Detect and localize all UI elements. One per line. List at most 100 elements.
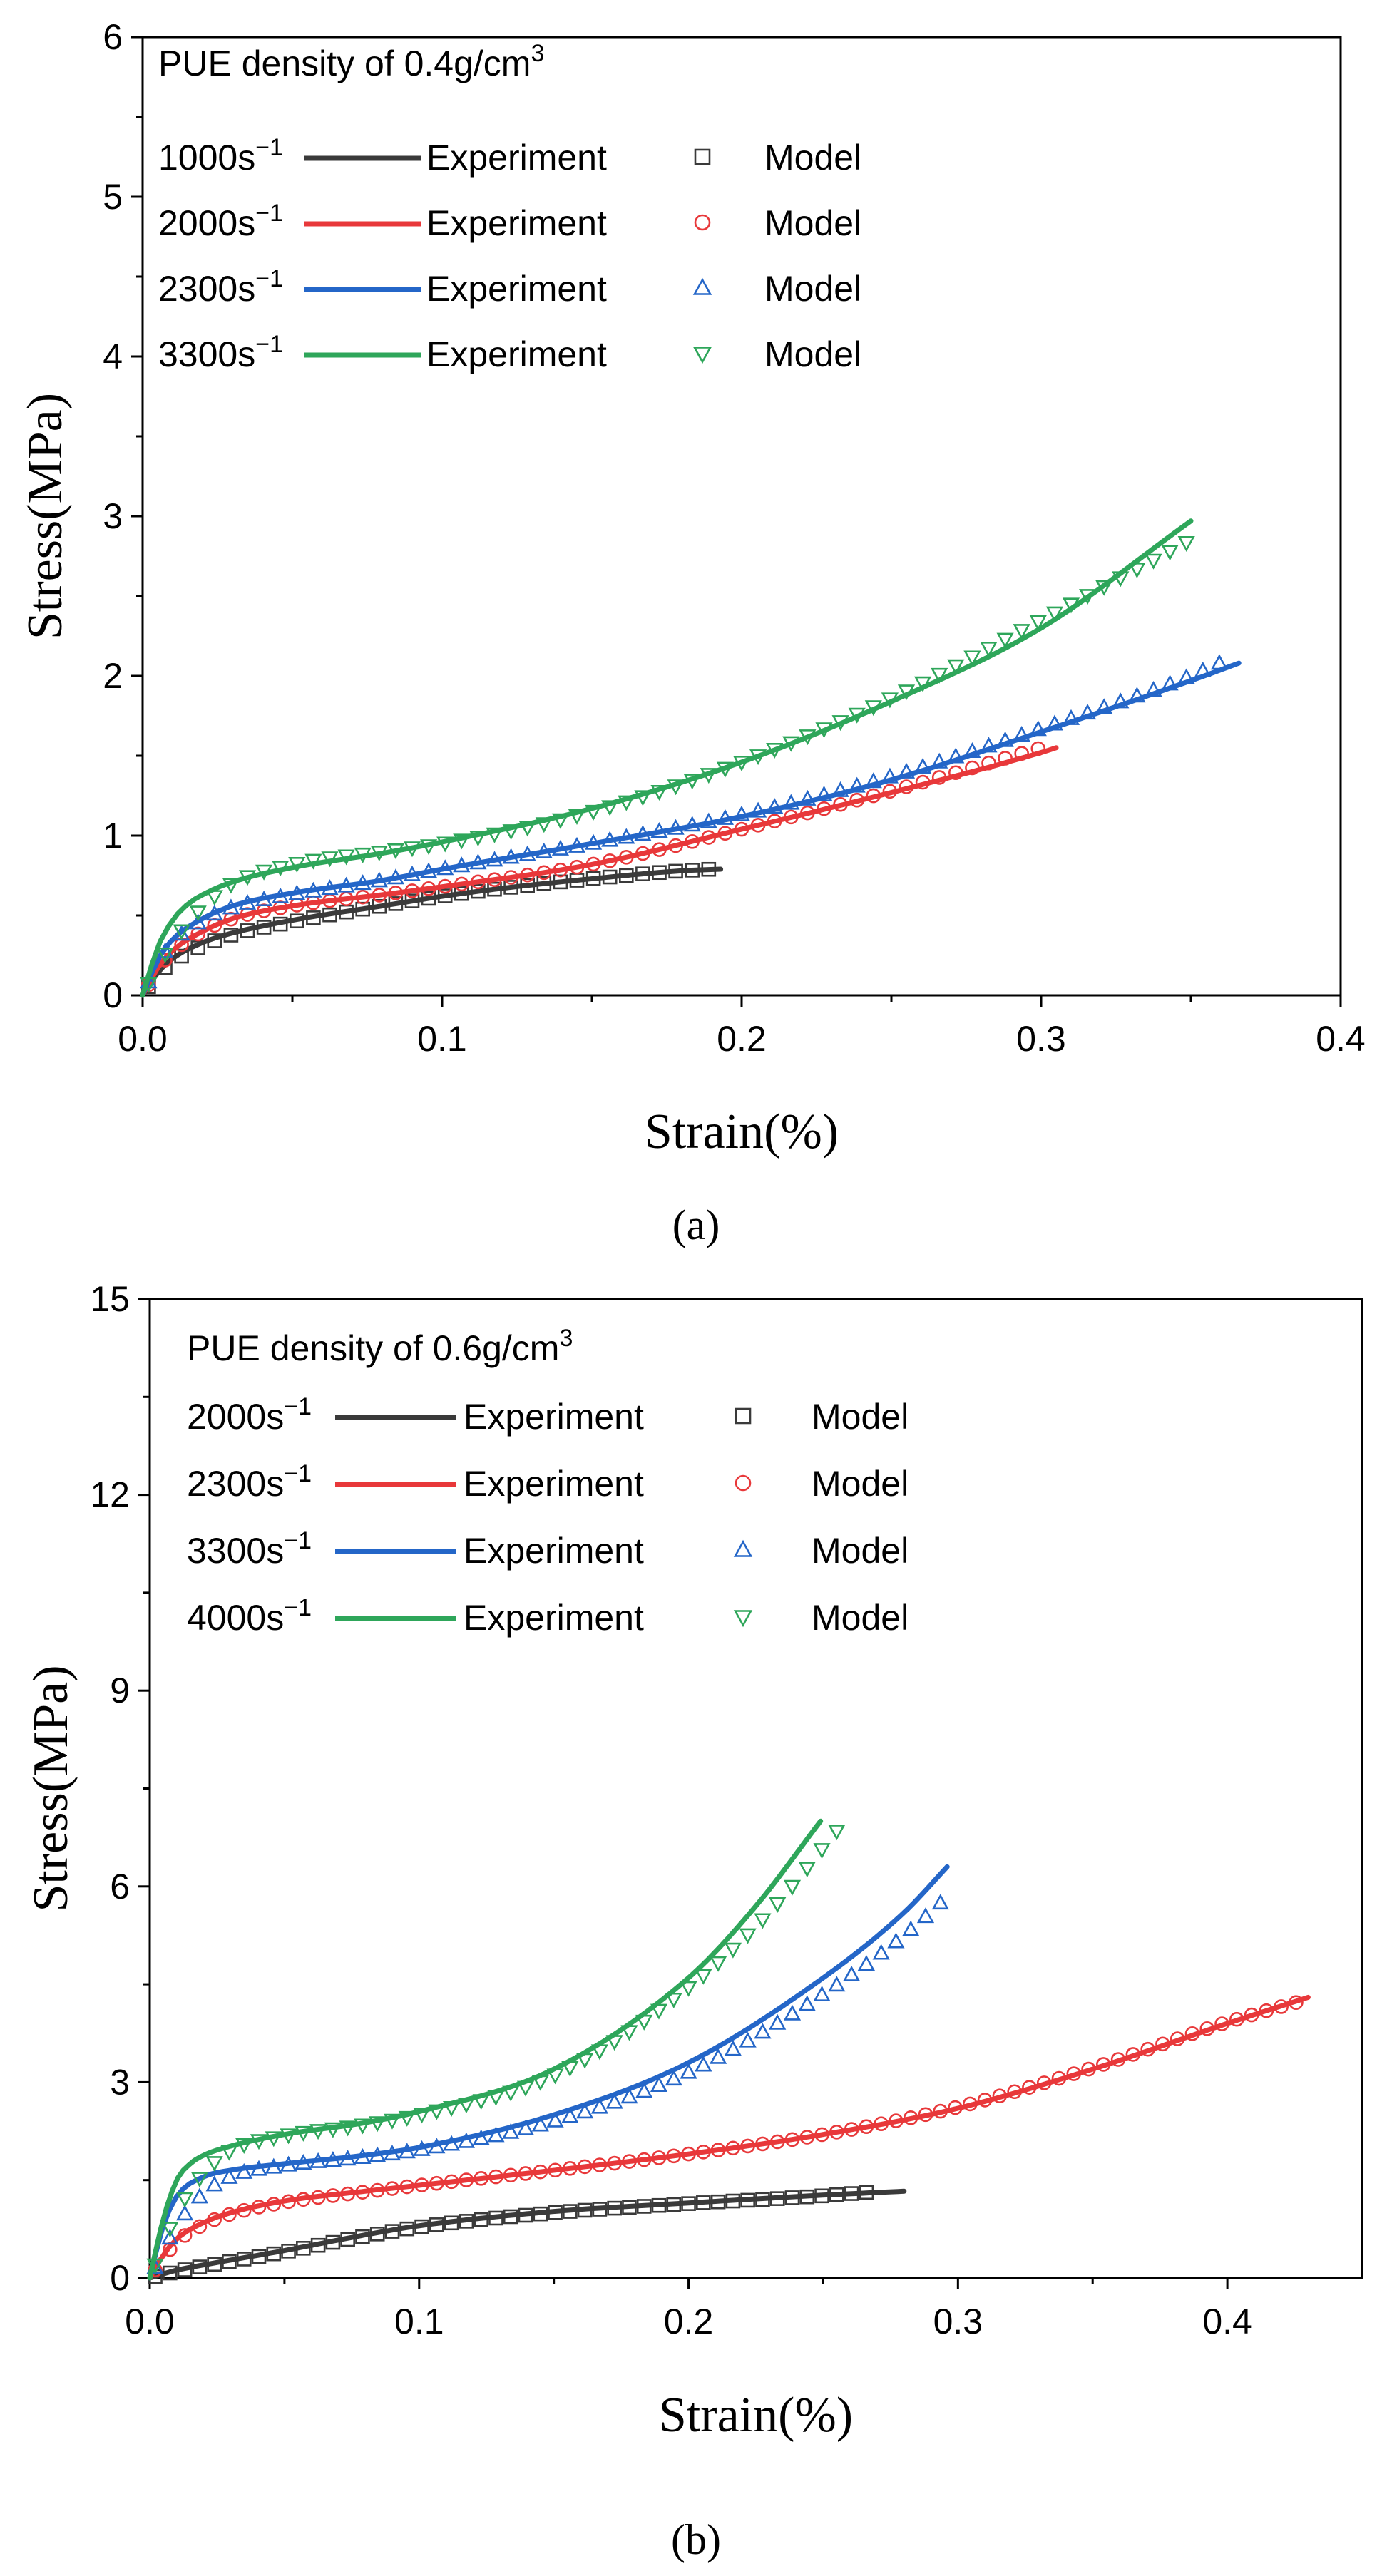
model-marker — [887, 1932, 905, 1949]
model-marker — [1210, 654, 1228, 670]
model-marker — [769, 2191, 785, 2206]
model-marker — [1066, 2066, 1082, 2081]
model-marker — [436, 836, 454, 853]
model-marker — [844, 2186, 859, 2201]
model-marker — [1274, 1999, 1289, 2014]
model-marker — [1199, 2021, 1215, 2036]
model-marker — [1289, 1995, 1304, 2010]
legend-rate: 1000s−1 — [158, 134, 283, 178]
model-marker — [176, 2205, 194, 2221]
model-marker — [189, 913, 207, 930]
model-marker — [590, 2044, 608, 2061]
model-marker — [1029, 615, 1047, 631]
model-marker — [531, 2075, 549, 2091]
model-marker — [700, 812, 717, 828]
series-3300s — [140, 518, 1195, 998]
model-marker — [516, 2119, 535, 2135]
legend-rate-sup: −1 — [255, 200, 283, 227]
model-marker — [783, 1879, 802, 1896]
model-marker — [769, 2134, 785, 2150]
model-marker — [634, 790, 652, 806]
experiment-line — [140, 866, 724, 998]
model-marker — [487, 2126, 505, 2143]
model-marker — [429, 2175, 444, 2191]
model-marker — [533, 2206, 548, 2222]
legend-marker — [733, 1610, 753, 1628]
model-marker — [398, 2143, 416, 2159]
model-marker — [420, 839, 438, 856]
model-marker — [1128, 563, 1146, 579]
legend-model-label: Model — [764, 334, 861, 374]
x-tick-label: 0.3 — [933, 2302, 983, 2341]
legend-rate-sup: −1 — [284, 1594, 312, 1621]
x-tick-label: 0.4 — [1316, 1019, 1366, 1059]
model-marker — [585, 856, 601, 872]
model-marker — [161, 2229, 179, 2245]
model-marker — [716, 761, 734, 778]
model-marker — [177, 2228, 193, 2243]
legend-rate-text: 2300s — [187, 1464, 284, 1504]
model-marker — [1110, 2052, 1126, 2067]
model-marker — [413, 2140, 431, 2156]
model-marker — [205, 905, 223, 921]
model-marker — [831, 781, 849, 797]
model-marker — [667, 779, 685, 796]
model-marker — [635, 866, 650, 882]
model-marker — [680, 1981, 697, 1997]
model-marker — [251, 2249, 267, 2264]
model-marker — [666, 2197, 682, 2212]
model-marker — [296, 2241, 311, 2256]
model-marker — [454, 876, 469, 892]
model-marker — [725, 2140, 741, 2156]
legend-row: 2000s−1 Experiment Model — [158, 200, 861, 243]
model-marker — [915, 774, 931, 790]
legend-model-label: Model — [764, 203, 861, 243]
model-marker — [207, 2257, 222, 2272]
model-marker — [665, 1992, 682, 2008]
model-marker — [474, 2212, 488, 2227]
model-marker — [369, 2146, 387, 2162]
model-marker — [732, 756, 751, 772]
model-marker — [980, 642, 998, 658]
model-marker — [683, 774, 701, 790]
model-marker — [503, 2209, 518, 2225]
series-4000s — [146, 1818, 846, 2281]
model-marker — [220, 2167, 238, 2184]
model-marker — [474, 2171, 488, 2186]
model-marker — [220, 2145, 238, 2161]
model-marker — [931, 667, 948, 684]
model-marker — [421, 891, 436, 906]
y-tick-label: 2 — [103, 656, 123, 696]
model-marker — [310, 2190, 326, 2205]
model-marker — [872, 1944, 890, 1960]
model-marker — [755, 2192, 770, 2207]
model-marker — [568, 836, 586, 853]
model-marker — [1045, 714, 1063, 731]
model-marker — [980, 737, 998, 753]
model-marker — [503, 2167, 518, 2183]
model-marker — [717, 826, 733, 841]
model-marker — [337, 876, 355, 893]
model-marker — [750, 818, 766, 833]
model-marker — [799, 729, 817, 746]
model-marker — [666, 2148, 682, 2164]
model-marker — [383, 2113, 401, 2130]
model-marker — [724, 2040, 742, 2056]
model-marker — [454, 886, 469, 901]
model-marker — [1155, 2036, 1170, 2052]
model-marker — [607, 2155, 622, 2171]
legend-rate-sup: −1 — [284, 1527, 312, 1554]
model-marker — [734, 821, 749, 837]
model-marker — [1229, 2011, 1244, 2027]
model-marker — [272, 916, 288, 932]
model-marker — [848, 776, 866, 793]
model-marker — [817, 801, 831, 816]
model-marker — [235, 2138, 253, 2155]
model-marker — [272, 861, 290, 877]
model-marker — [1145, 553, 1162, 570]
chart-panel-a: 0.0 0.1 0.2 0.3 0.4 0 1 2 3 4 5 6 Strain(%) Stress(MP… — [18, 17, 1366, 1248]
model-marker — [457, 2098, 475, 2114]
model-marker — [710, 2194, 726, 2210]
model-marker — [339, 891, 354, 906]
model-marker — [387, 843, 404, 860]
